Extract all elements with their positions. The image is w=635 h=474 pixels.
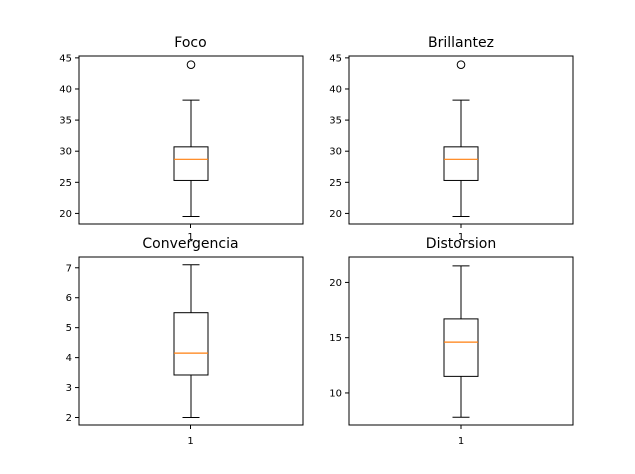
subplot-distorsion: 10 15 20 1 Distorsion <box>329 236 574 447</box>
outlier-point <box>456 60 466 70</box>
subplot-convergencia: 2 3 4 5 6 7 1 Convergencia <box>66 236 304 447</box>
x-axis: 1 <box>187 425 194 447</box>
x-axis: 1 <box>187 224 194 243</box>
boxplot <box>443 265 479 418</box>
x-axis: 1 <box>458 224 464 243</box>
y-axis: 10 15 20 <box>329 278 349 399</box>
chart-title: Convergencia <box>142 236 238 252</box>
subplot-brillantez: Brillantez 20 25 30 35 40 45 1 <box>329 35 574 243</box>
y-tick-label: 35 <box>329 116 342 127</box>
y-tick-label: 40 <box>329 84 342 95</box>
y-axis: 20 25 30 35 40 45 <box>329 53 349 220</box>
y-tick-label: 20 <box>329 209 342 220</box>
y-tick-label: 7 <box>66 263 72 274</box>
boxplot <box>443 60 479 218</box>
iqr-box <box>443 318 479 377</box>
x-tick-label: 1 <box>458 232 464 243</box>
y-tick-label: 3 <box>66 383 72 394</box>
boxplot <box>173 60 209 218</box>
x-tick-label: 1 <box>458 436 464 447</box>
y-tick-label: 20 <box>59 209 72 220</box>
y-tick-label: 40 <box>59 84 72 95</box>
y-tick-label: 30 <box>59 147 72 158</box>
y-tick-label: 35 <box>59 116 72 127</box>
y-tick-label: 20 <box>329 278 342 289</box>
y-tick-label: 25 <box>59 178 72 189</box>
chart-title: Foco <box>174 35 206 51</box>
x-tick-label: 1 <box>187 436 193 447</box>
chart-title: Distorsion <box>426 236 496 252</box>
outlier-point <box>186 60 196 70</box>
iqr-box <box>173 146 209 181</box>
x-tick-label: 1 <box>187 232 193 243</box>
y-tick-label: 30 <box>329 147 342 158</box>
subplot-foco: Foco 20 25 30 35 40 45 1 <box>59 35 304 243</box>
y-tick-label: 5 <box>66 323 72 334</box>
iqr-box <box>443 146 479 181</box>
boxplot <box>173 264 209 419</box>
y-tick-label: 45 <box>329 53 342 64</box>
y-tick-label: 45 <box>59 53 72 64</box>
y-axis: 20 25 30 35 40 45 <box>59 53 79 220</box>
y-tick-label: 4 <box>66 353 72 364</box>
chart-title: Brillantez <box>428 35 494 51</box>
y-tick-label: 2 <box>66 413 72 424</box>
y-tick-label: 15 <box>329 333 342 344</box>
y-tick-label: 6 <box>66 293 72 304</box>
y-axis: 2 3 4 5 6 7 <box>66 263 79 424</box>
iqr-box <box>173 312 209 376</box>
y-tick-label: 25 <box>329 178 342 189</box>
y-tick-label: 10 <box>329 388 342 399</box>
x-axis: 1 <box>458 425 464 447</box>
